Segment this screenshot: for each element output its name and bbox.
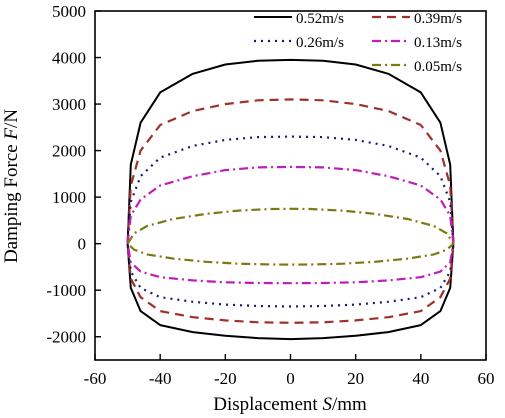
series-line-0.26m/s (126, 135, 455, 308)
y-tick-label: -2000 (46, 328, 86, 347)
tick-layer: -60 -40 -20 0 20 40 60 5000 4000 3000 2000 1000 0 -10… (46, 2, 494, 388)
y-tick-label: 2000 (52, 142, 86, 161)
legend: 0.52m/s 0.39m/s 0.26m/s 0.13m/s 0.05m/s (254, 11, 462, 75)
legend-label: 0.05m/s (414, 59, 462, 75)
x-tick-label: 60 (478, 369, 495, 388)
y-axis-title: Damping Force F/N (1, 109, 22, 263)
y-tick-label: 3000 (52, 95, 86, 114)
x-axis-title: Displacement S/mm (213, 394, 367, 415)
series-line-0.39m/s (126, 98, 455, 324)
x-tick-label: -40 (149, 369, 172, 388)
legend-label: 0.39m/s (414, 11, 462, 27)
series-line-0.52m/s (126, 58, 455, 341)
y-tick-label: 5000 (52, 2, 86, 21)
series-line-0.05m/s (126, 207, 455, 266)
y-tick-label: -1000 (46, 281, 86, 300)
legend-label: 0.26m/s (296, 35, 344, 51)
curve-layer (126, 58, 455, 341)
y-tick-label: 4000 (52, 49, 86, 68)
x-tick-label: 40 (412, 369, 429, 388)
legend-label: 0.13m/s (414, 35, 462, 51)
x-tick-label: 20 (347, 369, 364, 388)
y-tick-label: 0 (78, 235, 87, 254)
x-tick-label: -60 (84, 369, 107, 388)
series-line-0.13m/s (126, 165, 455, 285)
x-tick-label: 0 (286, 369, 295, 388)
legend-label: 0.52m/s (296, 11, 344, 27)
x-tick-label: -20 (214, 369, 237, 388)
y-tick-label: 1000 (52, 188, 86, 207)
